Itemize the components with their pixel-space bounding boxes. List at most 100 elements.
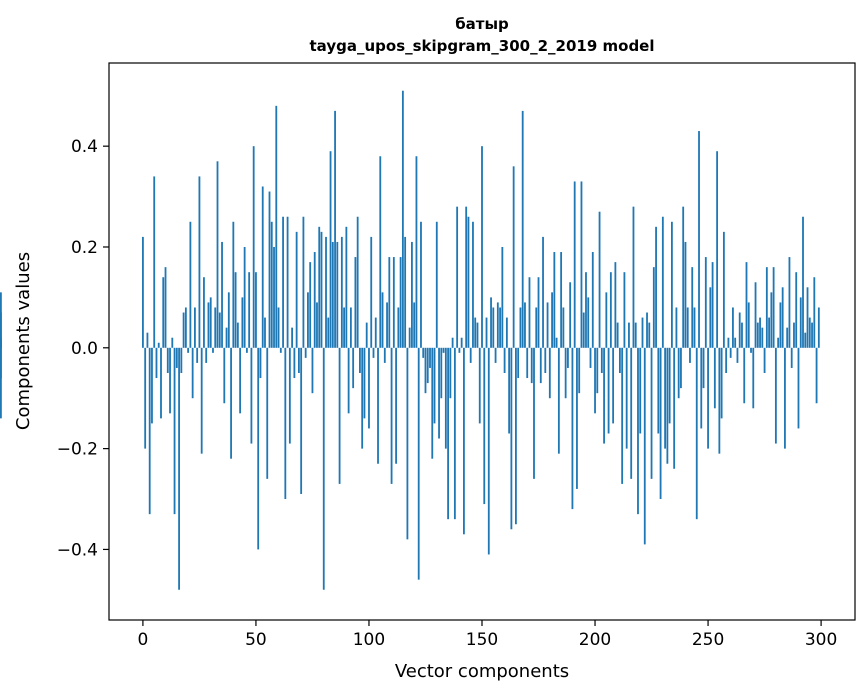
bar-71 <box>302 216 305 348</box>
bar-245 <box>695 347 698 520</box>
bar-178 <box>544 347 547 373</box>
y-axis-label: Components values <box>13 252 34 430</box>
bar-237 <box>677 347 680 399</box>
bar-126 <box>426 347 429 384</box>
bar-90 <box>345 226 348 348</box>
bar-59 <box>275 105 278 348</box>
bar-231 <box>664 347 667 449</box>
bar-57 <box>270 221 273 348</box>
bar-24 <box>196 347 199 363</box>
bar-45 <box>243 246 246 348</box>
bar-182 <box>553 252 556 348</box>
bar-223 <box>646 312 648 348</box>
bar-238 <box>680 347 682 389</box>
bar-89 <box>343 307 346 348</box>
bar-11 <box>166 347 169 373</box>
bar-8 <box>160 347 162 419</box>
bar-282 <box>779 302 782 348</box>
bar-195 <box>582 312 585 348</box>
bar-58 <box>273 246 275 348</box>
bar-259 <box>727 337 730 348</box>
bar-5 <box>153 176 156 348</box>
bar-82 <box>327 317 330 348</box>
bar-41 <box>234 272 237 348</box>
bar-286 <box>788 257 791 348</box>
bar-68 <box>295 231 298 348</box>
bar-276 <box>765 267 768 348</box>
bar-series <box>0 90 820 590</box>
bar-1 <box>144 347 147 449</box>
y-tick-label: −0.2 <box>57 440 98 460</box>
bar-147 <box>474 317 477 348</box>
bar-16 <box>178 347 180 590</box>
bar-52 <box>259 347 262 379</box>
bar-188 <box>567 347 569 368</box>
y-tick-label: −0.4 <box>57 540 98 560</box>
bar-22 <box>191 347 194 399</box>
bar-172 <box>530 347 533 384</box>
bar-210 <box>616 322 619 348</box>
bar-209 <box>614 262 617 348</box>
bar-29 <box>207 302 210 348</box>
bar-75 <box>311 347 314 394</box>
bar-163 <box>510 347 513 530</box>
bar-120 <box>413 302 416 348</box>
bar-63 <box>284 347 287 500</box>
bar-23 <box>194 307 196 348</box>
bar-289 <box>795 272 798 348</box>
bar-214 <box>625 347 628 449</box>
x-tick-label: 150 <box>466 630 498 650</box>
bar-217 <box>632 206 635 348</box>
bar-2 <box>146 332 149 348</box>
y-tick-label: 0.2 <box>71 238 98 258</box>
bar-30 <box>209 297 212 348</box>
bar-85 <box>334 110 336 348</box>
bar-14 <box>173 347 176 515</box>
bar-44 <box>241 297 244 348</box>
bar-198 <box>589 347 592 368</box>
bar-54 <box>264 317 266 348</box>
bar-283 <box>781 287 784 348</box>
bar-269 <box>750 347 752 353</box>
x-axis-label: Vector components <box>395 661 569 682</box>
bar-17 <box>180 347 183 373</box>
bar-274 <box>761 327 764 348</box>
bar-61 <box>279 347 282 353</box>
bar-69 <box>297 347 300 373</box>
bar-99 <box>365 322 368 348</box>
bar-253 <box>713 347 716 409</box>
bar-233 <box>668 347 671 424</box>
bar-156 <box>494 347 497 363</box>
bar-128 <box>431 347 434 459</box>
bar-284 <box>784 347 786 449</box>
x-tick-label: 50 <box>245 630 267 650</box>
bar-9 <box>162 277 165 348</box>
bar-32 <box>214 307 217 348</box>
bar-293 <box>804 332 807 348</box>
bar-undefined <box>0 347 2 379</box>
bar-164 <box>512 166 515 348</box>
bar-183 <box>555 337 558 348</box>
bar-143 <box>465 206 468 348</box>
bar-197 <box>587 297 590 348</box>
bar-141 <box>460 337 463 348</box>
bar-50 <box>255 272 257 348</box>
bar-undefined <box>0 347 2 419</box>
bar-184 <box>557 347 560 454</box>
bar-136 <box>449 347 452 399</box>
bar-66 <box>291 327 294 348</box>
bar-232 <box>666 347 669 464</box>
bar-96 <box>359 347 361 373</box>
bar-234 <box>670 221 673 348</box>
bar-102 <box>372 347 375 358</box>
bar-166 <box>517 347 520 379</box>
bar-74 <box>309 262 312 348</box>
bar-149 <box>478 347 481 424</box>
bar-153 <box>487 347 490 555</box>
bar-0 <box>142 236 144 348</box>
bar-6 <box>155 347 158 379</box>
bar-167 <box>519 307 522 348</box>
bar-189 <box>569 282 572 348</box>
bar-265 <box>741 322 743 348</box>
bar-105 <box>379 156 382 348</box>
